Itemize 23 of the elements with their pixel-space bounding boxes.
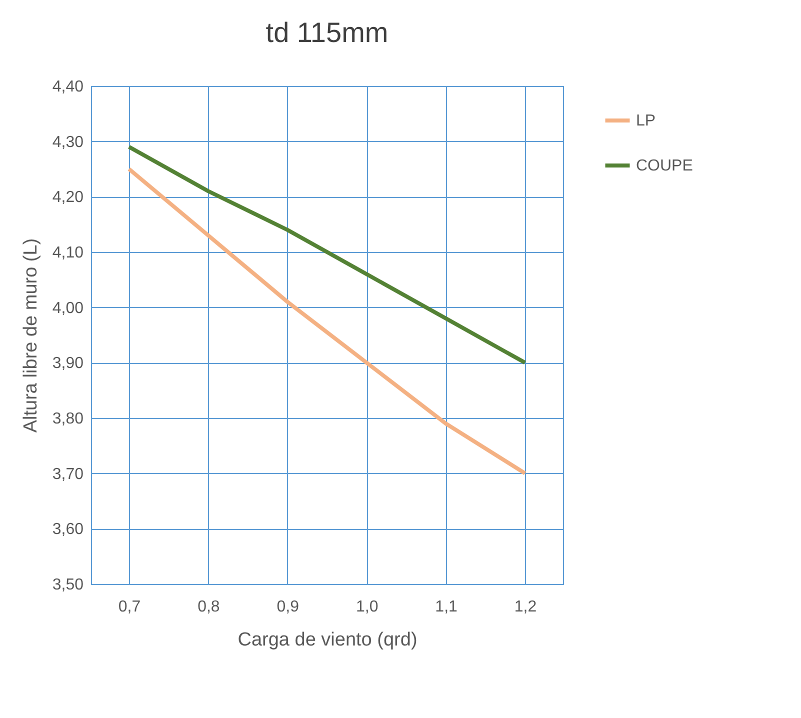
y-tick-label: 4,20 (52, 189, 84, 206)
x-tick-label: 0,7 (118, 598, 141, 616)
y-tick-label: 3,50 (52, 576, 84, 594)
x-tick-label: 1,1 (435, 598, 458, 616)
y-axis-title: Altura libre de muro (L) (20, 238, 42, 433)
y-tick-label: 4,30 (52, 134, 84, 151)
y-tick-label: 3,90 (52, 355, 84, 372)
x-tick-label: 0,8 (198, 598, 220, 616)
legend-label: LP (636, 112, 656, 130)
line-series (127, 167, 527, 476)
y-tick-label: 4,10 (52, 244, 84, 262)
x-tick-label: 0,9 (276, 598, 300, 616)
chart-title: td 115mm (266, 17, 388, 48)
x-axis-title: Carga de viento (qrd) (238, 630, 418, 650)
line-series (127, 144, 527, 365)
y-tick-label: 4,40 (52, 78, 84, 96)
legend-label: COUPE (636, 158, 693, 174)
y-tick-label: 3,70 (52, 466, 84, 483)
y-tick-label: 4,00 (52, 300, 84, 317)
y-tick-label: 3,80 (52, 410, 84, 428)
y-tick-label: 3,60 (52, 521, 84, 538)
x-tick-label: 1,2 (514, 598, 537, 616)
x-tick-label: 1,0 (356, 598, 378, 616)
